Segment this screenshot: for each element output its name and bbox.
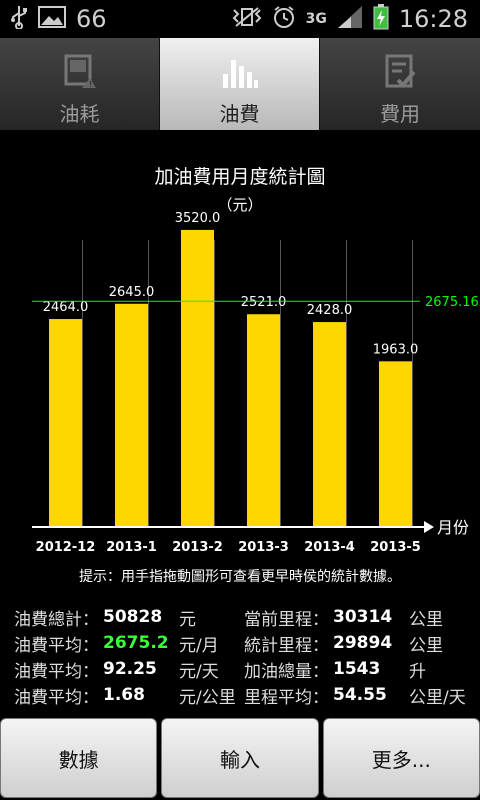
fuel-consumption-icon: !: [60, 52, 100, 92]
stat-label: 統計里程：: [244, 635, 329, 656]
stat-unit: 公里: [409, 609, 443, 630]
bar-value-label: 3520.0: [175, 211, 221, 226]
stat-unit: 元/天: [179, 661, 219, 682]
stat-label: 加油總量：: [244, 661, 329, 682]
bar: [313, 322, 346, 527]
bar: [181, 229, 214, 527]
stat-label: 當前里程：: [244, 609, 329, 630]
stat-label: 油費平均：: [14, 687, 99, 708]
stats-row: 油費總計： 50828 元 當前里程： 30314 公里: [14, 604, 474, 630]
stats-row: 油費平均： 92.25 元/天 加油總量： 1543 升: [14, 656, 474, 682]
bar-value-label: 2645.0: [109, 285, 155, 300]
bar-value-label: 1963.0: [373, 342, 419, 357]
stat-value: 1543: [333, 659, 381, 679]
stats-row: 油費平均： 2675.2 元/月 統計里程： 29894 公里: [14, 630, 474, 656]
tab-label: 油費: [219, 102, 260, 126]
bar: [379, 361, 412, 527]
x-axis-unit: 月份: [437, 518, 469, 537]
stats-row: 油費平均： 1.68 元/公里 里程平均： 54.55 公里/天: [14, 682, 474, 708]
usb-icon: [10, 5, 28, 33]
tab-bar: ! 油耗 油費 費用: [0, 38, 480, 132]
bar-chart: 2464.0 2012-12 2645.0 2013-1 3520.0 2013-2 252…: [32, 211, 479, 555]
image-notification-icon: [38, 6, 66, 32]
svg-text:!: !: [89, 80, 92, 89]
alarm-icon: [272, 5, 296, 33]
category-label: 2012-12: [36, 540, 96, 555]
category-label: 2013-3: [238, 540, 289, 555]
checklist-icon: [380, 52, 420, 92]
bottom-button-bar: 數據 輸入 更多...: [0, 718, 480, 800]
clock: 16:28: [398, 5, 468, 33]
bar-value-label: 2428.0: [307, 303, 353, 318]
tab-fuel-consumption[interactable]: ! 油耗: [0, 38, 160, 130]
chart-title: 加油費用月度統計圖: [154, 166, 326, 188]
category-label: 2013-4: [304, 540, 355, 555]
bar-chart-icon: [220, 52, 260, 92]
vibrate-mute-icon: [232, 6, 262, 32]
category-label: 2013-5: [370, 540, 421, 555]
stats-panel: 油費總計： 50828 元 當前里程： 30314 公里 油費平均： 2675.2 元/月 …: [14, 604, 474, 708]
x-axis-arrow: [424, 521, 434, 533]
stat-value-highlight: 2675.2: [103, 633, 169, 653]
tab-label: 費用: [380, 102, 420, 126]
data-button[interactable]: 數據: [0, 718, 158, 798]
stat-value: 29894: [333, 633, 393, 653]
network-type: 3G: [305, 11, 327, 27]
drag-hint: 提示：用手指拖動圖形可查看更早時侯的統計數據。: [79, 569, 401, 585]
stat-label: 油費平均：: [14, 635, 99, 656]
more-button[interactable]: 更多...: [322, 718, 480, 798]
stat-label: 油費總計：: [14, 609, 99, 630]
status-bar: 66 3G 16:28: [0, 0, 480, 38]
stat-unit: 公里/天: [409, 687, 466, 708]
stat-unit: 元: [179, 609, 196, 630]
stat-value: 50828: [103, 607, 163, 627]
chart-area[interactable]: 加油費用月度統計圖 （元） 2464.0 2012-12 2645.0 2013-1 3…: [0, 132, 480, 592]
stat-unit: 元/公里: [179, 687, 236, 708]
average-label: 2675.16: [425, 295, 479, 310]
bar-value-label: 2521.0: [241, 295, 287, 310]
stat-unit: 公里: [409, 635, 443, 656]
stat-unit: 元/月: [179, 635, 219, 656]
stat-value: 54.55: [333, 685, 387, 705]
tab-expenses[interactable]: 費用: [320, 38, 480, 130]
stat-label: 油費平均：: [14, 661, 99, 682]
stat-value: 1.68: [103, 685, 145, 705]
bar-value-label: 2464.0: [43, 300, 89, 315]
category-label: 2013-1: [106, 540, 157, 555]
bar: [49, 319, 82, 527]
stat-unit: 升: [409, 661, 426, 682]
bar: [247, 314, 280, 527]
tab-fuel-cost[interactable]: 油費: [160, 38, 320, 130]
stat-value: 92.25: [103, 659, 157, 679]
notification-count: 66: [76, 5, 107, 33]
bar: [115, 303, 148, 527]
tab-label: 油耗: [59, 102, 100, 126]
chart-subtitle: （元）: [217, 196, 263, 214]
stat-label: 里程平均：: [244, 687, 329, 708]
category-label: 2013-2: [172, 540, 223, 555]
signal-icon: [337, 5, 363, 33]
input-button[interactable]: 輸入: [161, 718, 319, 798]
stat-value: 30314: [333, 607, 393, 627]
battery-icon: [373, 4, 389, 34]
